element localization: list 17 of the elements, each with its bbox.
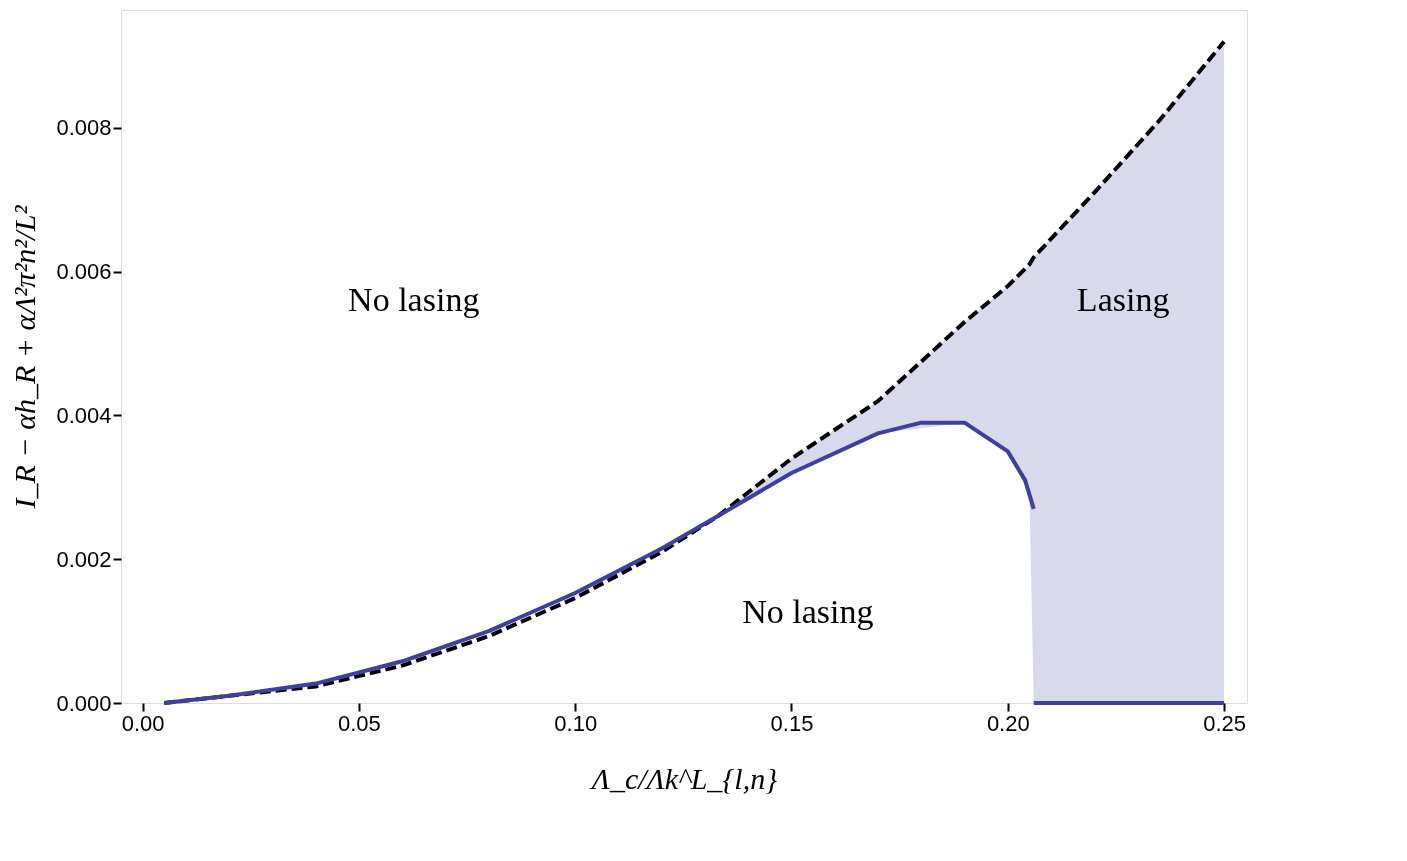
y-tick-label: 0.002 xyxy=(56,546,112,572)
x-tick-label: 0.25 xyxy=(1203,710,1246,736)
annotation: No lasing xyxy=(348,281,480,319)
x-tick-label: 0.15 xyxy=(770,710,814,736)
annotation: Lasing xyxy=(1076,281,1170,319)
y-tick-label: 0.004 xyxy=(56,402,112,428)
x-tick-label: 0.00 xyxy=(121,710,165,736)
x-tick-label: 0.05 xyxy=(338,710,381,736)
x-axis-title: Λ_c/Λk^L_{l,n} xyxy=(588,761,778,795)
x-tick-label: 0.10 xyxy=(554,710,598,736)
x-tick-label: 0.20 xyxy=(986,710,1030,736)
y-tick-label: 0.000 xyxy=(56,690,112,716)
y-axis-title: I_R − αh_R + αΛ²π²n²/L² xyxy=(8,204,42,510)
y-tick-label: 0.006 xyxy=(56,259,112,285)
line-series xyxy=(162,420,1036,705)
annotation: No lasing xyxy=(742,592,874,630)
y-tick-label: 0.008 xyxy=(56,115,112,141)
